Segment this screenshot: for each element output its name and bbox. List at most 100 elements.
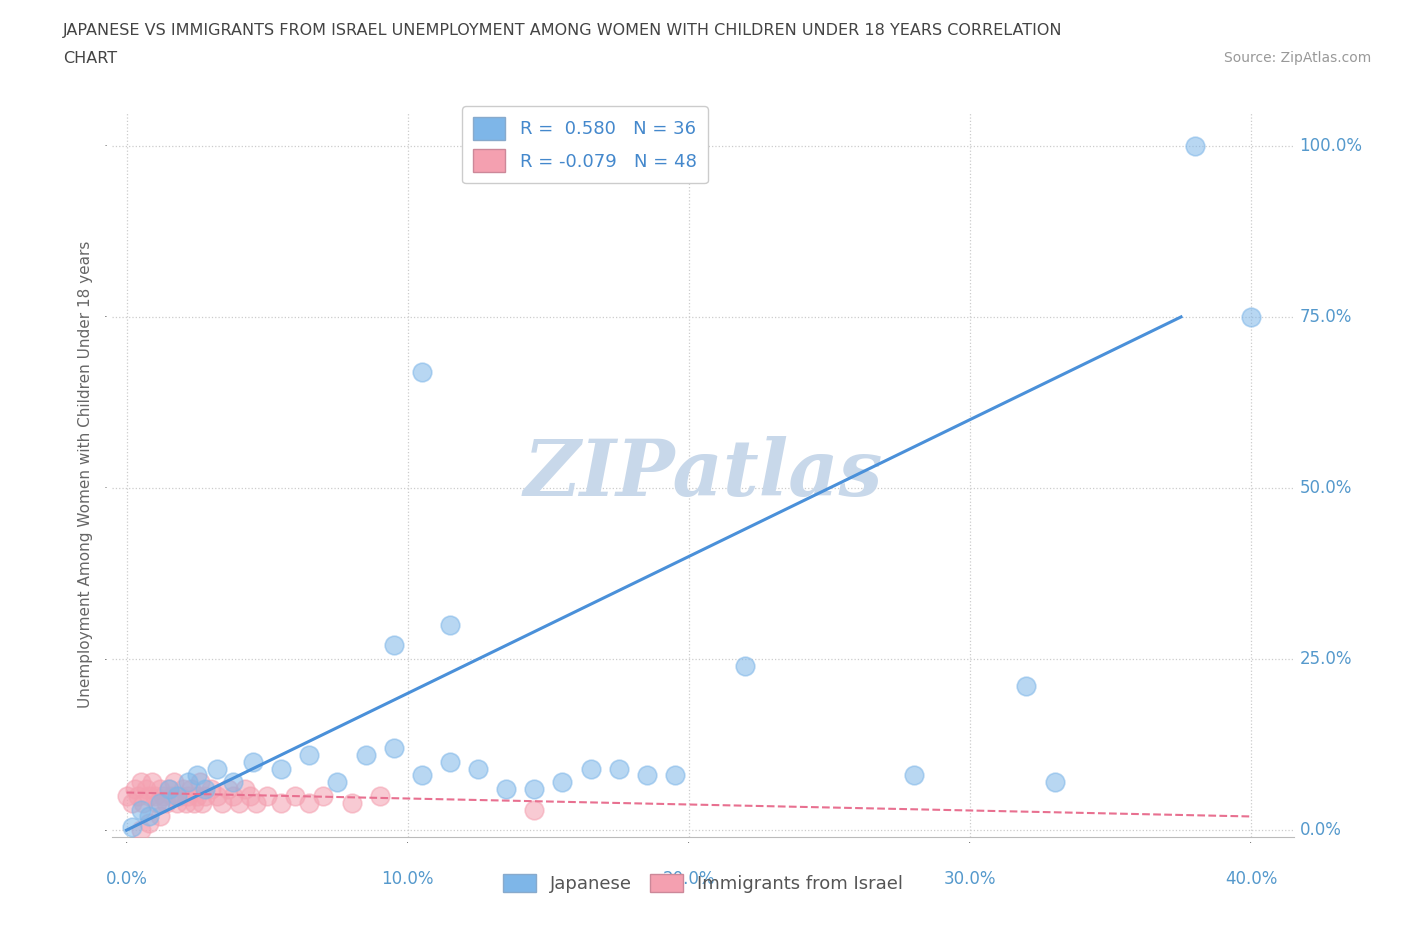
Point <box>129 775 152 790</box>
Point <box>132 795 155 810</box>
Text: 100.0%: 100.0% <box>1299 137 1362 154</box>
Point <box>382 638 405 653</box>
Point <box>194 789 217 804</box>
Point <box>180 781 202 796</box>
Point <box>551 775 574 790</box>
Point <box>411 768 433 783</box>
Point <box>191 795 214 810</box>
Point <box>411 365 433 379</box>
Point <box>138 789 160 804</box>
Point <box>354 748 377 763</box>
Text: CHART: CHART <box>63 51 117 66</box>
Point <box>284 789 307 804</box>
Point <box>194 781 217 796</box>
Text: 20.0%: 20.0% <box>662 870 716 887</box>
Point <box>149 781 172 796</box>
Point <box>664 768 686 783</box>
Point <box>368 789 391 804</box>
Point <box>127 789 149 804</box>
Point <box>157 781 180 796</box>
Point <box>186 768 208 783</box>
Point <box>439 618 461 632</box>
Point <box>298 795 321 810</box>
Point <box>157 781 180 796</box>
Text: 75.0%: 75.0% <box>1299 308 1351 326</box>
Point <box>186 789 208 804</box>
Point <box>135 781 157 796</box>
Y-axis label: Unemployment Among Women with Children Under 18 years: Unemployment Among Women with Children U… <box>79 241 93 708</box>
Point <box>1015 679 1038 694</box>
Point <box>169 789 191 804</box>
Point <box>734 658 756 673</box>
Point <box>326 775 349 790</box>
Point <box>129 803 152 817</box>
Legend: Japanese, Immigrants from Israel: Japanese, Immigrants from Israel <box>496 867 910 900</box>
Point <box>1184 139 1206 153</box>
Point <box>177 775 200 790</box>
Point <box>138 816 160 830</box>
Point <box>1240 310 1263 325</box>
Point <box>205 761 228 776</box>
Point <box>174 795 197 810</box>
Point <box>141 775 163 790</box>
Point <box>523 781 546 796</box>
Text: 30.0%: 30.0% <box>943 870 997 887</box>
Point <box>245 795 267 810</box>
Point <box>439 754 461 769</box>
Text: 0.0%: 0.0% <box>1299 821 1341 839</box>
Point <box>467 761 489 776</box>
Point <box>298 748 321 763</box>
Point <box>217 781 239 796</box>
Point <box>340 795 363 810</box>
Point <box>495 781 517 796</box>
Point <box>163 775 186 790</box>
Point <box>270 761 292 776</box>
Point <box>1043 775 1066 790</box>
Point <box>121 819 143 834</box>
Point <box>205 789 228 804</box>
Point <box>222 789 245 804</box>
Text: 25.0%: 25.0% <box>1299 650 1353 668</box>
Point <box>382 740 405 755</box>
Text: 10.0%: 10.0% <box>381 870 434 887</box>
Text: ZIPatlas: ZIPatlas <box>523 436 883 512</box>
Point <box>256 789 278 804</box>
Point <box>636 768 658 783</box>
Point <box>121 795 143 810</box>
Point <box>143 789 166 804</box>
Point <box>607 761 630 776</box>
Point <box>172 781 194 796</box>
Point <box>160 789 183 804</box>
Text: JAPANESE VS IMMIGRANTS FROM ISRAEL UNEMPLOYMENT AMONG WOMEN WITH CHILDREN UNDER : JAPANESE VS IMMIGRANTS FROM ISRAEL UNEMP… <box>63 23 1063 38</box>
Text: 0.0%: 0.0% <box>105 870 148 887</box>
Point <box>228 795 250 810</box>
Point <box>124 781 146 796</box>
Point <box>523 803 546 817</box>
Text: 50.0%: 50.0% <box>1299 479 1351 497</box>
Point <box>579 761 602 776</box>
Point <box>149 809 172 824</box>
Point <box>200 781 222 796</box>
Point <box>146 795 169 810</box>
Point <box>129 823 152 838</box>
Point <box>233 781 256 796</box>
Text: 40.0%: 40.0% <box>1225 870 1278 887</box>
Point <box>149 795 172 810</box>
Point <box>903 768 925 783</box>
Point <box>177 789 200 804</box>
Text: Source: ZipAtlas.com: Source: ZipAtlas.com <box>1223 51 1371 65</box>
Point <box>138 809 160 824</box>
Point <box>115 789 138 804</box>
Point <box>211 795 233 810</box>
Point <box>270 795 292 810</box>
Point <box>222 775 245 790</box>
Point <box>166 789 188 804</box>
Point <box>242 754 264 769</box>
Point <box>239 789 262 804</box>
Point <box>166 795 188 810</box>
Point <box>312 789 335 804</box>
Point <box>188 775 211 790</box>
Point <box>155 795 177 810</box>
Point <box>152 789 174 804</box>
Point <box>183 795 205 810</box>
